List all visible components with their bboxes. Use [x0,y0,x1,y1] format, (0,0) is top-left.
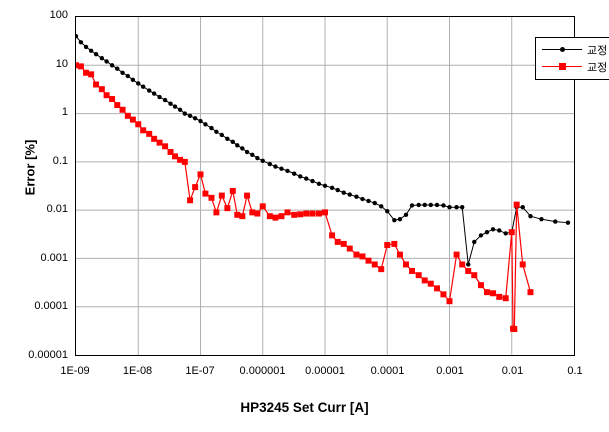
x-tick-label: 0.1 [567,365,583,377]
legend-label-0: 교정 전 [587,44,609,57]
legend-item-1: 교정 후 [540,58,609,75]
legend-label-1: 교정 후 [587,61,609,74]
x-tick-label: 1E-09 [60,365,90,377]
x-tick-label: 0.001 [436,365,464,377]
x-tick-label: 1E-08 [122,365,153,377]
x-tick-label: 1E-07 [185,365,215,377]
x-tick-label: 0.0001 [370,365,405,377]
x-tick-label: 0.000001 [239,365,286,377]
x-axis-title: HP3245 Set Curr [A] [240,400,369,415]
y-tick-label: 100 [49,9,68,21]
y-tick-label: 10 [55,57,68,70]
legend: 교정 전 교정 후 [535,37,609,80]
legend-symbol-circle [540,43,584,57]
y-axis-title: Error [%] [22,139,38,196]
y-tick-label: 0.001 [40,251,68,264]
y-tick-label: 0.00001 [28,349,68,361]
data-series-layer [76,34,571,333]
x-tick-label: 0.01 [501,365,524,377]
y-tick-label: 0.0001 [34,300,68,313]
legend-item-0: 교정 전 [540,41,609,58]
grid-lines [76,17,574,355]
plot-area: 교정 전 교정 후 [75,16,609,356]
x-tick-label: 0.00001 [305,365,345,377]
legend-symbol-square [540,60,584,74]
